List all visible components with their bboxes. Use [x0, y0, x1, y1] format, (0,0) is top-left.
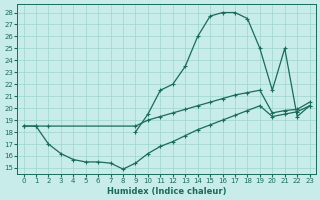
X-axis label: Humidex (Indice chaleur): Humidex (Indice chaleur)	[107, 187, 226, 196]
